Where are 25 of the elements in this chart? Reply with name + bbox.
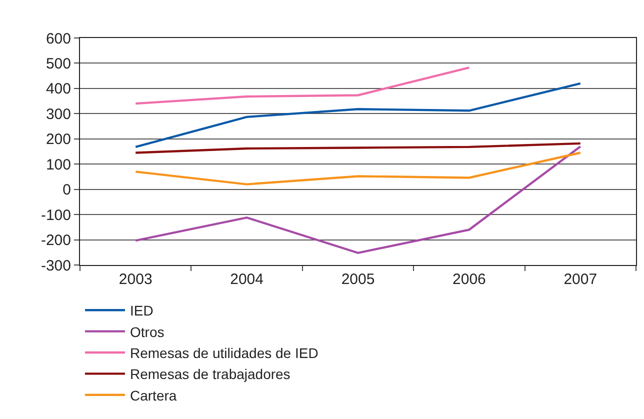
- y-tick-label: 500: [46, 55, 71, 72]
- legend-label: Cartera: [130, 387, 177, 404]
- y-tick-label: 200: [46, 131, 71, 148]
- x-tick-label: 2005: [341, 271, 375, 288]
- x-tick-label: 2004: [230, 271, 264, 288]
- legend-label: Remesas de utilidades de IED: [130, 344, 318, 361]
- y-tick-label: 0: [62, 182, 71, 199]
- legend-label: Otros: [130, 324, 164, 340]
- y-tick-label: 400: [46, 80, 71, 98]
- line-series: [134, 82, 582, 148]
- x-tick-label: 2006: [452, 271, 486, 288]
- legend-label: IED: [130, 302, 154, 319]
- line-series: [134, 145, 582, 254]
- y-tick-label: -300: [40, 257, 71, 274]
- legend-label: Remesas de trabajadores: [130, 366, 290, 382]
- y-tick-label: 100: [46, 156, 71, 174]
- line-series: [134, 142, 582, 154]
- x-tick-label: 2007: [564, 271, 598, 288]
- line-series: [134, 152, 582, 186]
- y-tick-label: -200: [40, 232, 71, 250]
- y-tick-label: 600: [46, 30, 71, 48]
- y-tick-label: 300: [46, 106, 71, 123]
- line-series: [134, 66, 470, 105]
- x-tick-label: 2003: [118, 271, 152, 288]
- y-tick-label: -100: [40, 206, 71, 224]
